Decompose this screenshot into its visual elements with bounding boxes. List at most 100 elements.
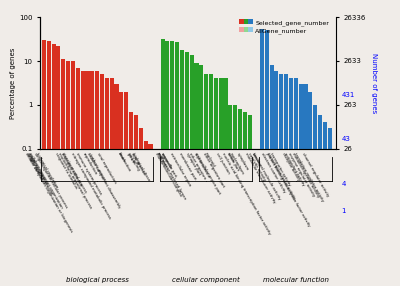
Bar — [52, 46, 56, 286]
Bar — [148, 149, 152, 286]
Bar — [134, 115, 138, 286]
Bar — [71, 65, 75, 286]
Bar — [308, 97, 312, 286]
Bar — [248, 122, 252, 286]
Bar — [233, 109, 237, 286]
Bar — [56, 46, 60, 286]
Text: electron carrier activity: electron carrier activity — [260, 152, 286, 193]
Y-axis label: Percentage of genes: Percentage of genes — [10, 47, 16, 119]
Text: cellular process: cellular process — [25, 152, 44, 180]
Text: translation regulator activity: translation regulator activity — [294, 152, 325, 202]
Bar — [323, 128, 327, 286]
Bar — [243, 118, 247, 286]
Text: nucleoplasm: nucleoplasm — [229, 152, 245, 176]
Bar — [71, 61, 75, 286]
Bar — [160, 41, 165, 286]
Text: nucleoid: nucleoid — [204, 152, 216, 168]
Bar — [86, 74, 90, 286]
Bar — [298, 88, 303, 286]
Bar — [76, 71, 80, 286]
Bar — [279, 78, 283, 286]
Bar — [279, 74, 283, 286]
Bar — [233, 105, 237, 286]
Bar — [214, 78, 218, 286]
Text: other organism part: other organism part — [202, 152, 226, 188]
Y-axis label: Number of genes: Number of genes — [371, 53, 377, 113]
Bar — [274, 71, 278, 286]
Bar — [224, 78, 228, 286]
Bar — [170, 41, 174, 286]
Bar — [194, 65, 198, 286]
Text: structural molecule activity: structural molecule activity — [251, 152, 281, 200]
Bar — [114, 88, 119, 286]
Bar — [194, 63, 198, 286]
Text: immune system process: immune system process — [75, 152, 102, 195]
Text: binding: binding — [251, 152, 262, 166]
Bar — [76, 68, 80, 286]
Bar — [204, 74, 208, 286]
Text: multicellular organismal process: multicellular organismal process — [57, 152, 92, 209]
Text: 43: 43 — [342, 136, 350, 142]
Text: developmental process: developmental process — [61, 152, 88, 193]
Bar — [199, 68, 203, 286]
Text: synapse part: synapse part — [185, 152, 201, 176]
Text: biological process: biological process — [66, 277, 129, 283]
Text: extracellular region: extracellular region — [169, 152, 192, 187]
Bar — [190, 55, 194, 286]
Bar — [139, 128, 143, 286]
Bar — [100, 74, 104, 286]
Bar — [328, 136, 332, 286]
Bar — [318, 122, 322, 286]
Bar — [148, 144, 152, 286]
Bar — [80, 71, 85, 286]
Bar — [175, 45, 179, 286]
Text: biological phase: biological phase — [131, 152, 150, 182]
Bar — [185, 52, 189, 286]
Text: 431: 431 — [342, 92, 355, 98]
Bar — [214, 84, 218, 286]
Bar — [308, 92, 312, 286]
Bar — [313, 105, 317, 286]
Text: rhythmic process: rhythmic process — [86, 152, 107, 183]
Text: nucleic acid binding transcription factor activity: nucleic acid binding transcription facto… — [221, 152, 272, 235]
Text: organelle: organelle — [160, 152, 172, 170]
Bar — [42, 40, 46, 286]
Bar — [284, 74, 288, 286]
Text: cell part: cell part — [156, 152, 168, 168]
Bar — [270, 68, 274, 286]
Bar — [129, 112, 133, 286]
Text: other organism: other organism — [188, 152, 206, 180]
Text: cell: cell — [156, 152, 162, 160]
Bar — [42, 43, 46, 286]
Text: nitrogen compound metabolic process: nitrogen compound metabolic process — [70, 152, 112, 219]
Bar — [323, 122, 327, 286]
Text: membrane part: membrane part — [178, 152, 196, 180]
Bar — [144, 141, 148, 286]
Bar — [328, 128, 332, 286]
Text: organelle part: organelle part — [160, 152, 177, 178]
Bar — [243, 112, 247, 286]
Bar — [265, 30, 269, 286]
Text: macromolecular complex: macromolecular complex — [154, 152, 182, 197]
Text: cell junction: cell junction — [215, 152, 230, 174]
Bar — [160, 39, 165, 286]
Bar — [238, 109, 242, 286]
Text: protein binding transcription factor activity: protein binding transcription factor act… — [265, 152, 310, 227]
Text: cellular component organization or biogenesis: cellular component organization or bioge… — [24, 152, 73, 233]
Bar — [105, 81, 109, 286]
Bar — [52, 43, 56, 286]
Text: cell killing: cell killing — [128, 152, 141, 171]
Bar — [180, 50, 184, 286]
Text: transporter activity: transporter activity — [269, 152, 291, 186]
Text: 4: 4 — [342, 181, 346, 187]
Bar — [199, 65, 203, 286]
Bar — [119, 97, 124, 286]
Bar — [175, 42, 179, 286]
Bar — [190, 57, 194, 286]
Bar — [90, 74, 94, 286]
Text: cellular component: cellular component — [172, 277, 240, 283]
Bar — [170, 44, 174, 286]
Bar — [95, 71, 99, 286]
Text: growth: growth — [126, 152, 136, 166]
Bar — [265, 33, 269, 286]
